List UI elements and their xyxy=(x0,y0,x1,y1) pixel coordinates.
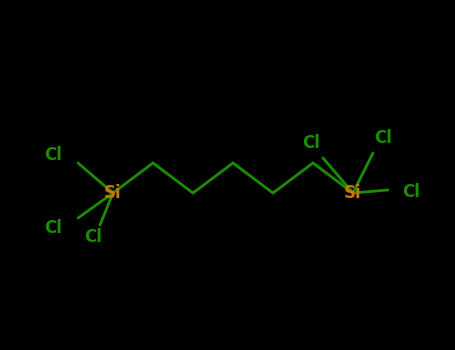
Text: Si: Si xyxy=(344,184,362,202)
Text: Cl: Cl xyxy=(374,129,392,147)
Text: Cl: Cl xyxy=(402,183,420,201)
Text: Cl: Cl xyxy=(84,228,102,246)
Text: Cl: Cl xyxy=(44,146,62,164)
Text: Cl: Cl xyxy=(44,219,62,237)
Text: Cl: Cl xyxy=(302,134,320,152)
Text: Si: Si xyxy=(104,184,122,202)
